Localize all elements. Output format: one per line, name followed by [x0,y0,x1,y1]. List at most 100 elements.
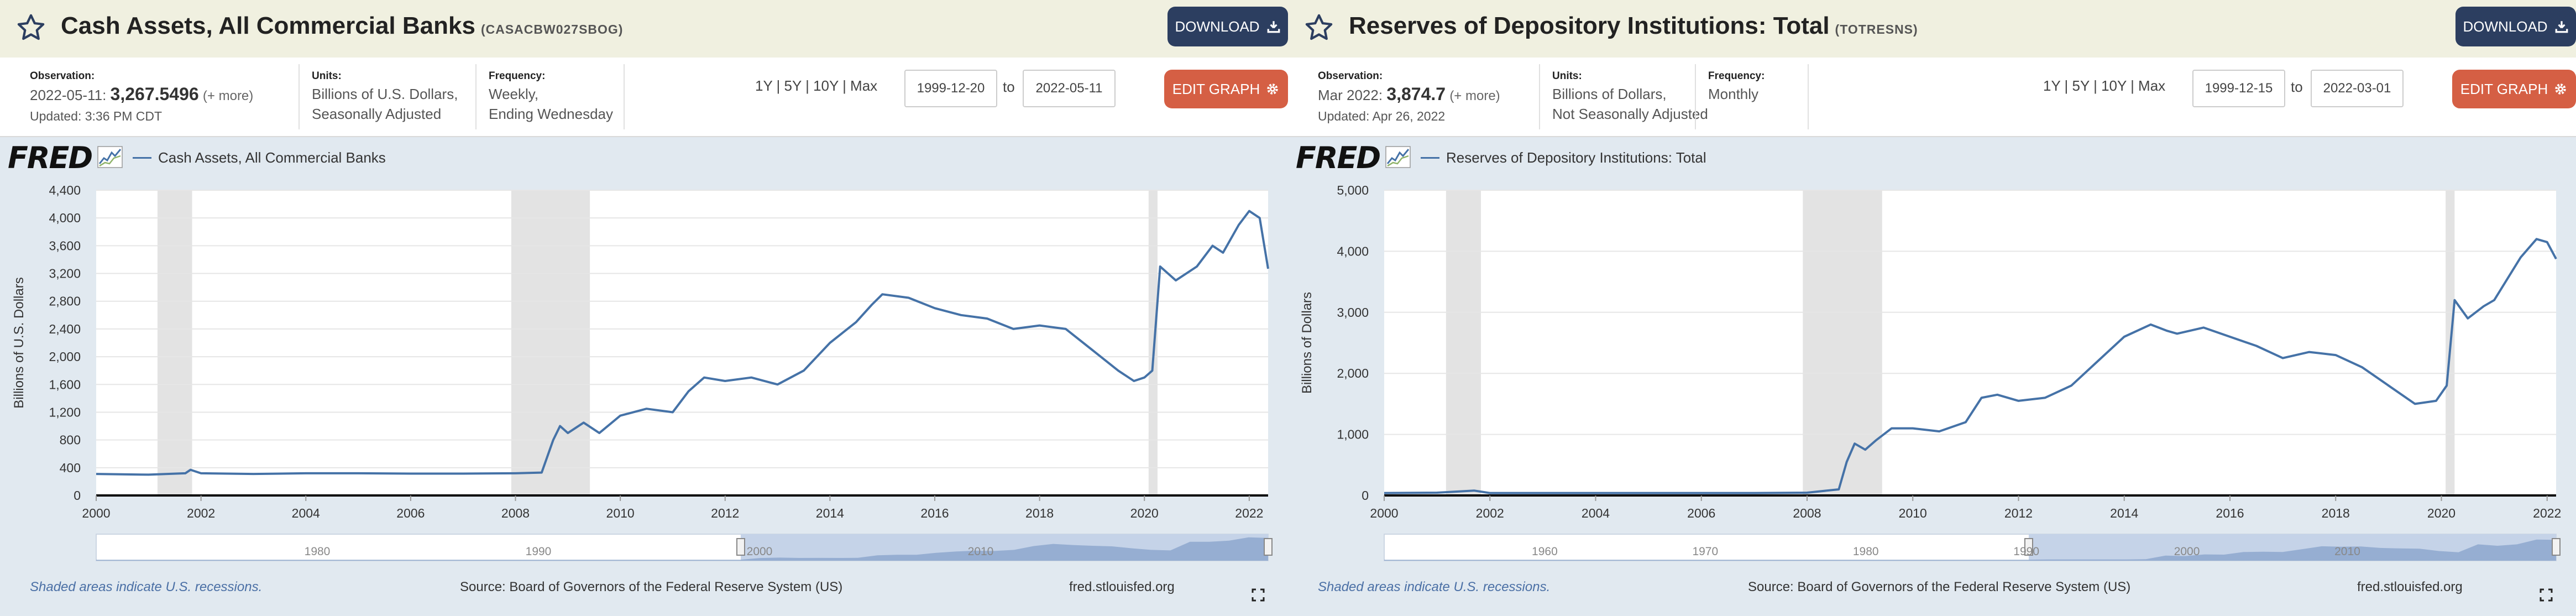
title-bar: Reserves of Depository Institutions: Tot… [1288,0,2576,58]
frequency-block: Frequency: Monthly [1708,69,1765,104]
units-line-1: Billions of U.S. Dollars, [312,86,458,102]
y-tick-label: 1,600 [49,377,81,391]
y-tick-label: 2,000 [1337,366,1369,380]
navigator-label: 1970 [1692,545,1718,558]
y-axis-label: Billions of Dollars [1300,292,1315,394]
x-tick-label: 2008 [1793,506,1821,520]
y-tick-label: 4,400 [49,183,81,197]
x-tick-label: 2000 [82,506,110,520]
fullscreen-icon[interactable] [2540,588,2553,602]
fred-logo[interactable]: FRED [8,140,93,175]
observation-label: Observation: [1318,70,1383,82]
end-date-input[interactable]: 2022-03-01 [2311,70,2404,107]
x-tick-label: 2010 [1899,506,1927,520]
title-bar: Cash Assets, All Commercial Banks (CASACB… [0,0,1288,58]
download-button[interactable]: DOWNLOAD [2455,7,2576,46]
series-title: Reserves of Depository Institutions: Tot… [1349,12,1918,40]
navigator-label: 1990 [2013,545,2039,558]
navigator-handle-left[interactable] [2024,538,2033,556]
x-tick-label: 2016 [920,506,949,520]
series-title-text: Reserves of Depository Institutions: Tot… [1349,12,1830,39]
y-tick-label: 4,000 [1337,244,1369,258]
navigator-label: 1980 [1853,545,1879,558]
to-label: to [2291,79,2303,95]
gear-icon [1267,83,1278,95]
navigator-label: 2000 [2174,545,2200,558]
frequency-line-1: Monthly [1708,86,1759,102]
navigator-area [1384,539,2556,561]
navigator-label: 1980 [305,545,331,558]
frequency-block: Frequency: Weekly, Ending Wednesday [489,69,613,124]
recession-band [157,190,192,495]
series-id: (TOTRESNS) [1835,22,1918,36]
y-axis-label: Billions of U.S. Dollars [12,277,27,408]
x-tick-label: 2000 [1370,506,1398,520]
download-button[interactable]: DOWNLOAD [1167,7,1288,46]
frequency-line-2: Ending Wednesday [489,106,614,122]
range-selector[interactable]: 1Y | 5Y | 10Y | Max [2043,77,2166,94]
start-date-input[interactable]: 1999-12-20 [904,70,997,107]
updated-text: Updated: 3:36 PM CDT [30,109,163,123]
site-link[interactable]: fred.stlouisfed.org [1069,580,1175,594]
star-icon[interactable] [15,12,46,43]
x-tick-label: 2018 [2322,506,2350,520]
navigator-handle-right[interactable] [1264,538,1273,556]
range-selector[interactable]: 1Y | 5Y | 10Y | Max [755,77,878,94]
legend-line-swatch [1421,157,1439,159]
navigator-label: 1960 [1532,545,1558,558]
navigator-label: 1990 [526,545,552,558]
recession-band [1446,190,1481,495]
y-tick-label: 1,200 [49,405,81,419]
observation-date: Mar 2022: [1318,87,1383,103]
legend-line-swatch [133,157,151,159]
x-tick-label: 2020 [1130,506,1159,520]
x-tick-label: 2012 [2004,506,2033,520]
site-link[interactable]: fred.stlouisfed.org [2357,580,2463,594]
x-tick-label: 2006 [1687,506,1715,520]
navigator-label: 2010 [2334,545,2360,558]
download-icon [2555,21,2568,33]
chart-legend: Reserves of Depository Institutions: Tot… [1421,149,1706,166]
edit-graph-button[interactable]: EDIT GRAPH [1164,70,1288,108]
updated-text: Updated: Apr 26, 2022 [1318,109,1446,123]
fred-logo[interactable]: FRED [1296,140,1381,175]
observation-value: 3,267.5496 [110,84,199,104]
download-icon [1267,21,1280,33]
more-link[interactable]: (+ more) [202,88,254,103]
divider [475,64,477,129]
y-tick-label: 400 [60,461,81,475]
start-date-input[interactable]: 1999-12-15 [2192,70,2285,107]
x-tick-label: 2014 [816,506,844,520]
fullscreen-icon[interactable] [1252,588,1265,602]
y-tick-label: 800 [60,433,81,447]
divider [1695,64,1696,129]
y-tick-label: 5,000 [1337,183,1369,197]
frequency-label: Frequency: [489,70,546,82]
units-block: Units: Billions of U.S. Dollars, Seasona… [312,69,458,124]
line-chart: 0 400 800 1,200 1,600 2,000 2,400 2,800 3,200 3,6… [12,183,1273,561]
more-link[interactable]: (+ more) [1449,88,1500,103]
x-tick-label: 2020 [2427,506,2455,520]
navigator-handle-right[interactable] [2552,538,2561,556]
navigator-area [96,537,1268,561]
x-tick-label: 2002 [1476,506,1504,520]
units-line-2: Seasonally Adjusted [312,106,442,122]
star-icon[interactable] [1303,12,1334,43]
y-tick-label: 4,000 [49,211,81,225]
navigator-handle-left[interactable] [736,538,745,556]
info-bar: Observation: Mar 2022: 3,874.7 (+ more) … [1288,58,2576,137]
edit-graph-button[interactable]: EDIT GRAPH [2452,70,2576,108]
recession-band [1148,190,1158,495]
end-date-input[interactable]: 2022-05-11 [1023,70,1116,107]
legend-label: Reserves of Depository Institutions: Tot… [1446,149,1706,166]
series-id: (CASACBW027SBOG) [480,22,624,36]
divider [624,64,625,129]
series-title-text: Cash Assets, All Commercial Banks [61,12,475,39]
chart-legend: Cash Assets, All Commercial Banks [133,149,386,166]
series-line [96,210,1269,476]
divider [1808,64,1809,129]
series-title: Cash Assets, All Commercial Banks (CASACB… [61,12,623,40]
x-tick-label: 2014 [2110,506,2138,520]
plot-area [96,190,1268,495]
x-tick-label: 2008 [501,506,530,520]
